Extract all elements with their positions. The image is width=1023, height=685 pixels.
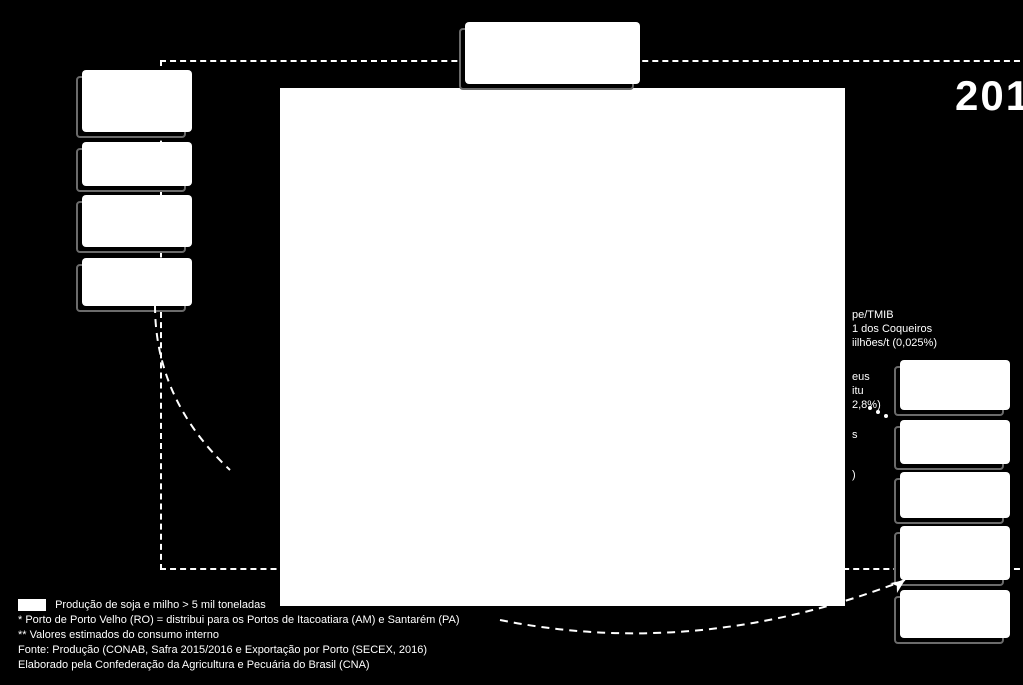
- side-text-5: itu: [852, 384, 864, 398]
- side-text-3: iilhões/t (0,025%): [852, 336, 937, 350]
- legend-line-5: Elaborado pela Confederação da Agricultu…: [18, 658, 460, 673]
- top-summary-card: [465, 22, 640, 84]
- legend-block: Produção de soja e milho > 5 mil tonelad…: [18, 598, 460, 673]
- side-text-6: 2,8%): [852, 398, 881, 412]
- left-card-1: [82, 70, 192, 132]
- legend-line-2: * Porto de Porto Velho (RO) = distribui …: [18, 613, 460, 628]
- side-text-2: 1 dos Coqueiros: [852, 322, 932, 336]
- side-text-1: pe/TMIB: [852, 308, 894, 322]
- right-card-2: [900, 420, 1010, 464]
- left-card-4: [82, 258, 192, 306]
- side-text-7: s: [852, 428, 858, 442]
- side-text-4: eus: [852, 370, 870, 384]
- map-area: [280, 88, 845, 606]
- right-card-3: [900, 472, 1010, 518]
- right-card-5: [900, 590, 1010, 638]
- legend-line-4: Fonte: Produção (CONAB, Safra 2015/2016 …: [18, 643, 460, 658]
- left-card-2: [82, 142, 192, 186]
- right-card-1: [900, 360, 1010, 410]
- year-label: 2016: [955, 72, 1023, 120]
- side-text-8: ): [852, 468, 856, 482]
- stage: 2016 pe/TMIB 1 dos Coqueiros iilhões/t (…: [0, 0, 1023, 685]
- right-card-4: [900, 526, 1010, 580]
- legend-swatch-icon: [18, 599, 46, 611]
- legend-line-1-text: Produção de soja e milho > 5 mil tonelad…: [55, 599, 266, 611]
- legend-line-1: Produção de soja e milho > 5 mil tonelad…: [18, 598, 460, 613]
- legend-line-3: ** Valores estimados do consumo interno: [18, 628, 460, 643]
- left-card-3: [82, 195, 192, 247]
